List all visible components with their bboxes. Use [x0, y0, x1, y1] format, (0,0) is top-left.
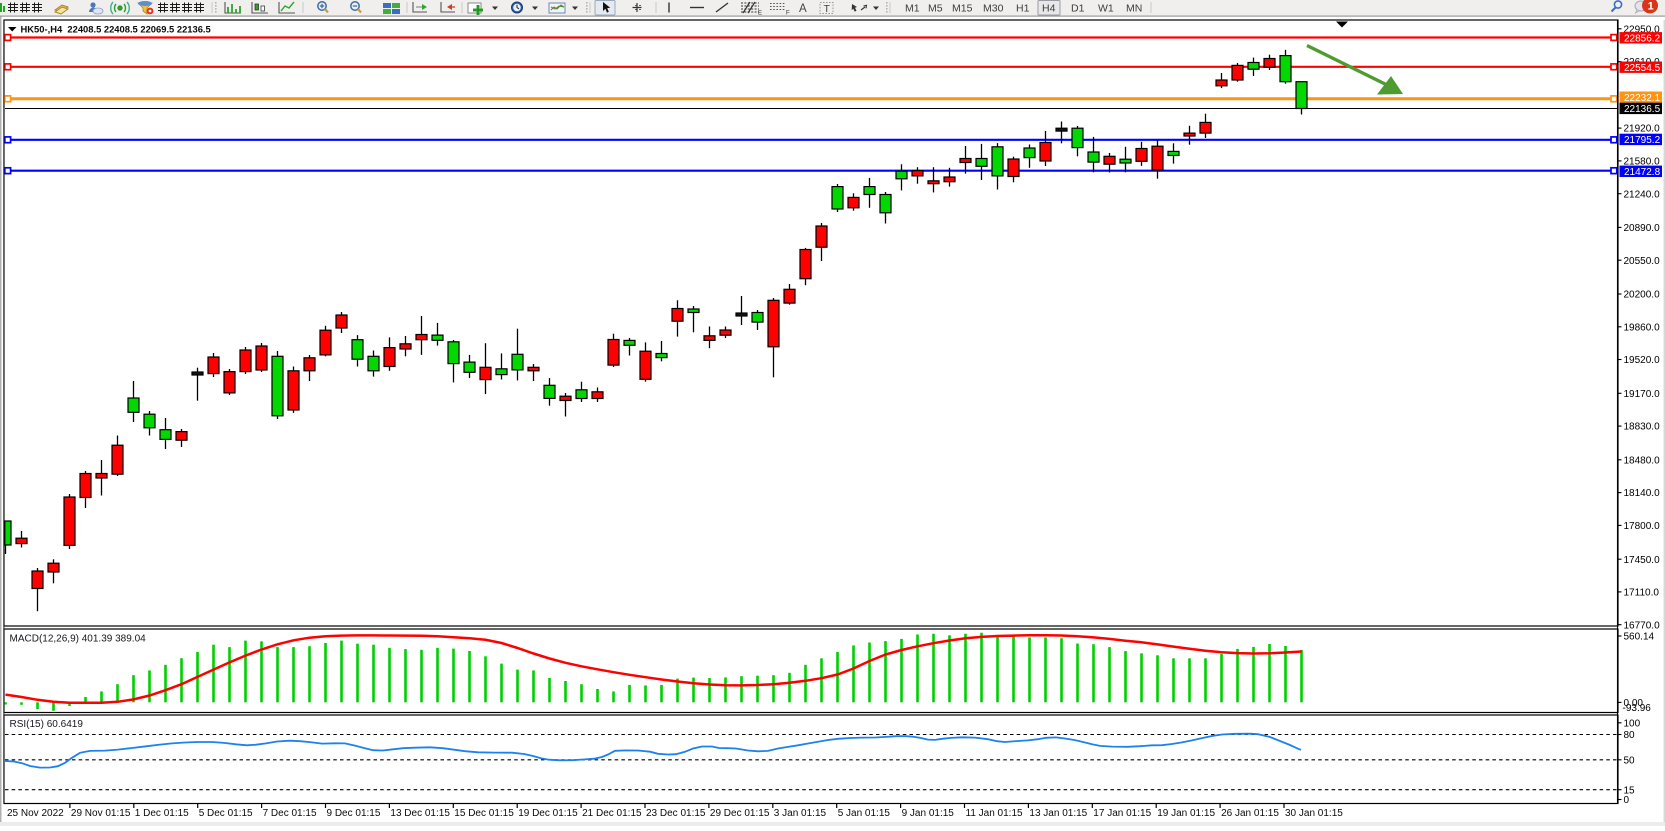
svg-text:T: T [824, 3, 831, 15]
svg-text:22856.2: 22856.2 [1624, 34, 1661, 45]
svg-text:23 Dec 01:15: 23 Dec 01:15 [646, 808, 706, 819]
svg-text:25 Nov 2022: 25 Nov 2022 [7, 808, 64, 819]
svg-text:19 Dec 01:15: 19 Dec 01:15 [518, 808, 578, 819]
svg-text:19170.0: 19170.0 [1624, 389, 1661, 400]
svg-text:19 Jan 01:15: 19 Jan 01:15 [1157, 808, 1215, 819]
svg-text:30 Jan 01:15: 30 Jan 01:15 [1285, 808, 1343, 819]
svg-text:M30: M30 [983, 3, 1004, 15]
svg-text:22136.5: 22136.5 [1624, 104, 1661, 115]
svg-text:20890.0: 20890.0 [1624, 223, 1661, 234]
svg-text:18830.0: 18830.0 [1624, 422, 1661, 433]
svg-text:5 Jan 01:15: 5 Jan 01:15 [838, 808, 891, 819]
svg-text:0: 0 [1624, 795, 1630, 806]
svg-text:9 Dec 01:15: 9 Dec 01:15 [327, 808, 381, 819]
svg-text:80: 80 [1624, 730, 1636, 741]
svg-text:20550.0: 20550.0 [1624, 256, 1661, 267]
svg-text:9 Jan 01:15: 9 Jan 01:15 [902, 808, 955, 819]
svg-text:20200.0: 20200.0 [1624, 290, 1661, 301]
svg-text:H1: H1 [1016, 3, 1030, 15]
svg-text:H4: H4 [1042, 3, 1056, 15]
svg-text:29 Nov 01:15: 29 Nov 01:15 [71, 808, 131, 819]
svg-text:26 Jan 01:15: 26 Jan 01:15 [1221, 808, 1279, 819]
svg-text:11 Jan 01:15: 11 Jan 01:15 [966, 808, 1024, 819]
svg-text:13 Dec 01:15: 13 Dec 01:15 [390, 808, 450, 819]
svg-text:7 Dec 01:15: 7 Dec 01:15 [263, 808, 317, 819]
svg-text:-93.96: -93.96 [1623, 703, 1652, 714]
svg-text:F: F [786, 11, 790, 17]
svg-text:19860.0: 19860.0 [1624, 322, 1661, 333]
svg-text:M5: M5 [928, 3, 943, 15]
svg-text:3 Jan 01:15: 3 Jan 01:15 [774, 808, 827, 819]
svg-text:21240.0: 21240.0 [1624, 189, 1661, 200]
svg-text:17110.0: 17110.0 [1624, 588, 1660, 599]
svg-text:18140.0: 18140.0 [1624, 488, 1661, 499]
svg-text:21920.0: 21920.0 [1624, 124, 1661, 135]
svg-text:E: E [758, 11, 762, 17]
svg-text:MACD(12,26,9) 401.39 389.04: MACD(12,26,9) 401.39 389.04 [10, 634, 147, 645]
svg-text:29 Dec 01:15: 29 Dec 01:15 [710, 808, 770, 819]
svg-text:22554.5: 22554.5 [1624, 63, 1661, 74]
svg-text:M15: M15 [952, 3, 973, 15]
svg-text:15 Dec 01:15: 15 Dec 01:15 [454, 808, 514, 819]
svg-text:HK50-,H4 22408.5 22408.5 2206: HK50-,H4 22408.5 22408.5 22069.5 22136.5 [21, 24, 211, 35]
svg-text:1 Dec 01:15: 1 Dec 01:15 [135, 808, 189, 819]
svg-text:21795.2: 21795.2 [1624, 135, 1661, 146]
svg-text:17 Jan 01:15: 17 Jan 01:15 [1093, 808, 1151, 819]
svg-text:13 Jan 01:15: 13 Jan 01:15 [1029, 808, 1087, 819]
svg-text:50: 50 [1624, 755, 1636, 766]
svg-text:17800.0: 17800.0 [1624, 521, 1661, 532]
svg-text:A: A [799, 3, 807, 15]
svg-text:M1: M1 [905, 3, 920, 15]
svg-text:1: 1 [1648, 1, 1654, 13]
svg-text:560.14: 560.14 [1624, 632, 1655, 643]
svg-text:22232.1: 22232.1 [1624, 93, 1661, 104]
svg-text:MN: MN [1126, 3, 1142, 15]
svg-text:19520.0: 19520.0 [1624, 355, 1661, 366]
svg-text:18480.0: 18480.0 [1624, 455, 1661, 466]
svg-text:W1: W1 [1098, 3, 1114, 15]
svg-text:21472.8: 21472.8 [1624, 167, 1661, 178]
svg-text:21 Dec 01:15: 21 Dec 01:15 [582, 808, 642, 819]
svg-text:5 Dec 01:15: 5 Dec 01:15 [199, 808, 253, 819]
svg-text:17450.0: 17450.0 [1624, 555, 1661, 566]
svg-text:D1: D1 [1071, 3, 1085, 15]
svg-text:100: 100 [1624, 718, 1641, 729]
svg-text:16770.0: 16770.0 [1624, 620, 1661, 631]
svg-text:RSI(15) 60.6419: RSI(15) 60.6419 [10, 719, 84, 730]
